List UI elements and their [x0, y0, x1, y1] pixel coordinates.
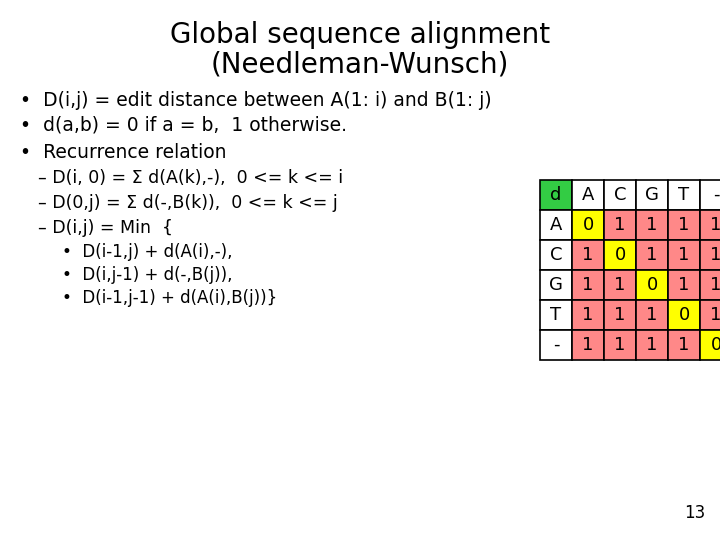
- Bar: [540, 270, 572, 300]
- Text: 0: 0: [678, 306, 690, 324]
- Text: -: -: [553, 336, 559, 354]
- Text: •  d(a,b) = 0 if a = b,  1 otherwise.: • d(a,b) = 0 if a = b, 1 otherwise.: [20, 116, 347, 134]
- Text: •  D(i,j-1) + d(-,B(j)),: • D(i,j-1) + d(-,B(j)),: [62, 266, 233, 284]
- Bar: [540, 330, 572, 360]
- Text: 1: 1: [711, 276, 720, 294]
- Text: 1: 1: [614, 276, 626, 294]
- Text: 1: 1: [647, 246, 657, 264]
- Bar: [636, 210, 668, 240]
- Text: T: T: [550, 306, 562, 324]
- Text: •  Recurrence relation: • Recurrence relation: [20, 143, 227, 161]
- Text: 1: 1: [711, 306, 720, 324]
- Bar: [572, 210, 604, 240]
- Bar: [572, 300, 604, 330]
- Text: 1: 1: [614, 216, 626, 234]
- Text: 1: 1: [614, 336, 626, 354]
- Bar: [668, 180, 700, 210]
- Text: – D(i, 0) = Σ d(A(k),-),  0 <= k <= i: – D(i, 0) = Σ d(A(k),-), 0 <= k <= i: [38, 169, 343, 187]
- Text: C: C: [613, 186, 626, 204]
- Text: Global sequence alignment: Global sequence alignment: [170, 21, 550, 49]
- Bar: [604, 210, 636, 240]
- Bar: [604, 300, 636, 330]
- Bar: [572, 270, 604, 300]
- Text: – D(i,j) = Min  {: – D(i,j) = Min {: [38, 219, 173, 237]
- Bar: [540, 300, 572, 330]
- Bar: [668, 240, 700, 270]
- Bar: [572, 240, 604, 270]
- Bar: [636, 300, 668, 330]
- Text: 1: 1: [678, 246, 690, 264]
- Text: – D(0,j) = Σ d(-,B(k)),  0 <= k <= j: – D(0,j) = Σ d(-,B(k)), 0 <= k <= j: [38, 194, 338, 212]
- Text: T: T: [678, 186, 690, 204]
- Bar: [668, 270, 700, 300]
- Text: 0: 0: [711, 336, 720, 354]
- Text: 1: 1: [711, 216, 720, 234]
- Text: (Needleman-Wunsch): (Needleman-Wunsch): [211, 51, 509, 79]
- Text: G: G: [549, 276, 563, 294]
- Bar: [636, 270, 668, 300]
- Text: 1: 1: [614, 306, 626, 324]
- Text: A: A: [582, 186, 594, 204]
- Text: -: -: [713, 186, 719, 204]
- Text: 1: 1: [678, 336, 690, 354]
- Bar: [604, 270, 636, 300]
- Text: 1: 1: [582, 336, 594, 354]
- Bar: [700, 300, 720, 330]
- Text: 1: 1: [647, 336, 657, 354]
- Bar: [700, 180, 720, 210]
- Bar: [636, 240, 668, 270]
- Bar: [604, 330, 636, 360]
- Bar: [668, 300, 700, 330]
- Bar: [540, 180, 572, 210]
- Text: 0: 0: [647, 276, 657, 294]
- Bar: [668, 210, 700, 240]
- Text: •  D(i,j) = edit distance between A(1: i) and B(1: j): • D(i,j) = edit distance between A(1: i)…: [20, 91, 492, 110]
- Text: A: A: [550, 216, 562, 234]
- Bar: [604, 180, 636, 210]
- Text: 1: 1: [647, 216, 657, 234]
- Bar: [700, 330, 720, 360]
- Bar: [700, 270, 720, 300]
- Bar: [700, 240, 720, 270]
- Bar: [540, 240, 572, 270]
- Text: 1: 1: [678, 216, 690, 234]
- Bar: [636, 330, 668, 360]
- Text: 1: 1: [582, 306, 594, 324]
- Text: •  D(i-1,j-1) + d(A(i),B(j))}: • D(i-1,j-1) + d(A(i),B(j))}: [62, 289, 277, 307]
- Text: 13: 13: [684, 504, 705, 522]
- Bar: [540, 210, 572, 240]
- Bar: [572, 330, 604, 360]
- Text: 1: 1: [582, 276, 594, 294]
- Bar: [636, 180, 668, 210]
- Bar: [604, 240, 636, 270]
- Text: 0: 0: [614, 246, 626, 264]
- Text: 1: 1: [711, 246, 720, 264]
- Text: C: C: [550, 246, 562, 264]
- Text: •  D(i-1,j) + d(A(i),-),: • D(i-1,j) + d(A(i),-),: [62, 243, 233, 261]
- Text: 1: 1: [678, 276, 690, 294]
- Bar: [700, 210, 720, 240]
- Text: G: G: [645, 186, 659, 204]
- Text: 1: 1: [582, 246, 594, 264]
- Bar: [572, 180, 604, 210]
- Bar: [668, 330, 700, 360]
- Text: 0: 0: [582, 216, 593, 234]
- Text: 1: 1: [647, 306, 657, 324]
- Text: d: d: [550, 186, 562, 204]
